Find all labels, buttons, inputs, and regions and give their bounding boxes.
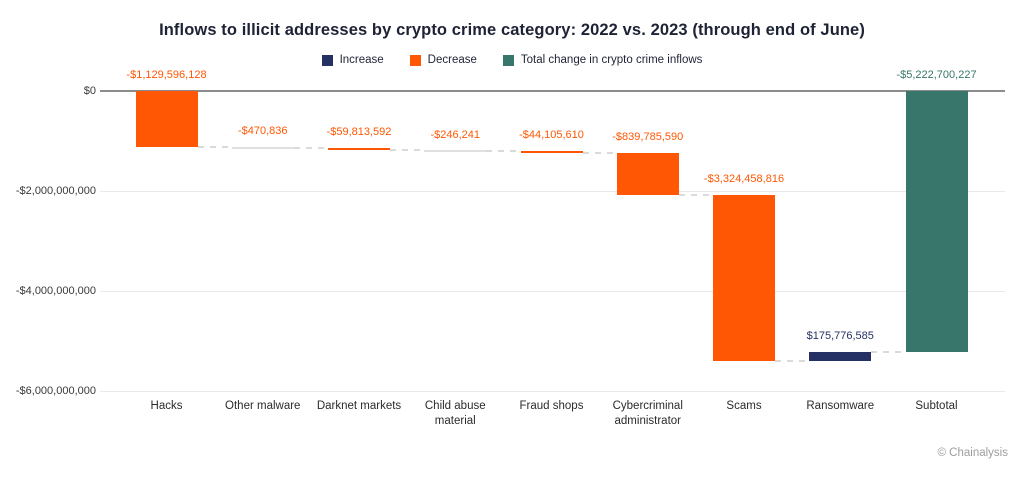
x-axis-label-subtotal: Subtotal: [915, 400, 958, 412]
bar-value-label-fraud-shops: -$44,105,610: [519, 128, 584, 141]
bar-fraud-shops[interactable]: [520, 150, 583, 153]
gridline-2b: [100, 190, 1005, 192]
x-axis-label-ransomware: Ransomware: [806, 400, 875, 412]
bar-value-label-child-abuse-material: -$246,241: [430, 128, 481, 141]
waterfall-connector: [197, 146, 232, 149]
waterfall-connector: [678, 193, 713, 196]
chart-legend: Increase Decrease Total change in crypto…: [0, 54, 1024, 66]
bar-ransomware[interactable]: [809, 352, 872, 361]
bar-value-label-other-malware: -$470,836: [237, 125, 288, 138]
legend-item-increase[interactable]: Increase: [321, 54, 384, 66]
x-axis-label-hacks: Hacks: [150, 400, 183, 412]
legend-label-total: Total change in crypto crime inflows: [520, 54, 703, 66]
gridline-6b: [100, 390, 1005, 392]
x-axis-label-scams: Scams: [726, 400, 762, 412]
x-axis-zero-line: [100, 90, 1005, 92]
bar-child-abuse-material[interactable]: [424, 150, 487, 152]
bar-hacks[interactable]: [135, 91, 198, 148]
x-axis-label-fraud-shops: Fraud shops: [519, 400, 584, 412]
gridline-4b: [100, 290, 1005, 292]
legend-label-increase: Increase: [339, 54, 384, 66]
legend-swatch-decrease-icon: [409, 54, 421, 66]
waterfall-connector: [871, 351, 906, 354]
bar-value-label-subtotal: -$5,222,700,227: [896, 69, 977, 81]
x-axis-label-child-abuse-material: Child abuse material: [424, 400, 486, 427]
y-axis-tick-label: -$6,000,000,000: [15, 385, 96, 397]
waterfall-connector: [486, 149, 521, 152]
bar-value-label-cybercriminal-administrator: -$839,785,590: [612, 130, 684, 143]
x-axis-label-cybercriminal-administrator: Cybercriminal administrator: [612, 400, 683, 427]
waterfall-connector: [775, 359, 810, 362]
legend-swatch-total-icon: [502, 54, 514, 66]
bar-value-label-darknet-markets: -$59,813,592: [326, 125, 392, 138]
x-axis-label-other-malware: Other malware: [225, 400, 301, 412]
legend-label-decrease: Decrease: [427, 54, 477, 66]
y-axis-tick-label: $0: [83, 85, 96, 97]
bar-other-malware[interactable]: [231, 147, 294, 149]
legend-item-decrease[interactable]: Decrease: [409, 54, 477, 66]
bar-value-label-scams: -$3,324,458,816: [703, 172, 785, 185]
legend-swatch-increase-icon: [321, 54, 333, 66]
y-axis-tick-label: -$4,000,000,000: [15, 285, 96, 297]
bar-value-label-hacks: -$1,129,596,128: [126, 69, 207, 81]
copyright-credit: © Chainalysis: [937, 447, 1008, 459]
waterfall-connector: [582, 151, 617, 154]
bar-scams[interactable]: [713, 194, 775, 361]
bar-subtotal[interactable]: [905, 91, 968, 353]
x-axis-label-darknet-markets: Darknet markets: [316, 400, 402, 412]
bar-cybercriminal-administrator[interactable]: [616, 152, 679, 195]
legend-item-total[interactable]: Total change in crypto crime inflows: [502, 54, 703, 66]
bar-value-label-ransomware: $175,776,585: [806, 330, 874, 343]
waterfall-connector: [293, 146, 328, 149]
y-axis-tick-label: -$2,000,000,000: [15, 185, 96, 197]
waterfall-connector: [390, 149, 425, 152]
bar-darknet-markets[interactable]: [328, 147, 390, 151]
chart-title: Inflows to illicit addresses by crypto c…: [159, 21, 865, 39]
